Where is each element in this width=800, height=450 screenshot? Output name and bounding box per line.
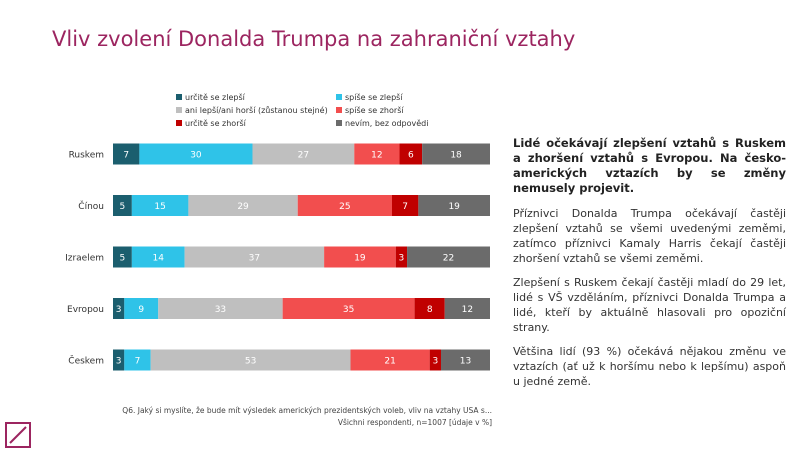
text-panel: Lidé očekávají zlepšení vztahů s Ruskem … [513,136,786,398]
bar-segment [252,143,355,165]
bar-segment [113,349,125,371]
bar-segment [113,143,140,165]
bar-segment [188,195,298,216]
data-label: 7 [123,151,129,161]
legend-label: ani lepší/ani horší (zůstanou stejné) [185,105,328,115]
y-tick-label: Ruskem [69,151,104,161]
bar-segment [124,298,159,319]
legend-label: spíše se zlepší [345,92,403,102]
bar-segment [131,195,189,216]
data-label: 19 [354,254,366,264]
bar-segment [150,349,351,371]
data-label: 37 [249,254,260,264]
bar-segment [131,246,185,268]
data-label: 25 [339,202,350,212]
bar-segment [354,143,400,165]
data-label: 21 [384,357,395,367]
bar-segment [418,195,490,216]
data-label: 3 [116,305,122,315]
bar-segment [399,143,423,165]
footnote: Všichni respondenti, n=1007 [údaje v %] [338,418,492,427]
bar-segment [324,246,396,268]
bar-segment [158,298,283,319]
data-label: 29 [237,202,249,212]
logo [5,422,31,448]
bar-segment [429,349,441,371]
data-label: 3 [399,254,405,264]
legend-label: spíše se zhorší [345,105,404,115]
data-label: 15 [154,202,165,212]
bar-segment [113,195,132,216]
panel-paragraph: Většina lidí (93 %) očekává nějakou změn… [513,345,786,388]
bar-segment [113,246,132,268]
y-tick-label: Evropou [67,305,104,315]
bar-segment [297,195,392,216]
bar-segment [124,349,151,371]
y-tick-label: Čínou [78,200,104,212]
bar-segment [282,298,415,319]
data-label: 30 [190,151,202,161]
bar-segment [407,246,490,268]
legend-label: určitě se zlepší [185,92,246,102]
data-label: 35 [343,305,354,315]
footnote: Q6. Jaký si myslíte, že bude mít výslede… [122,406,492,415]
chart-title: Vliv zvolení Donalda Trumpa na zahraničn… [52,27,575,51]
panel-heading: Lidé očekávají zlepšení vztahů s Ruskem … [513,136,786,195]
legend-swatch [176,107,182,113]
data-label: 9 [138,305,144,315]
data-label: 22 [443,254,454,264]
bar-segment [422,143,490,165]
legend-label: nevím, bez odpovědi [345,119,428,128]
bar-segment [350,349,430,371]
bar-segment [391,195,419,216]
data-label: 33 [215,305,226,315]
data-label: 27 [298,151,309,161]
data-label: 14 [153,254,165,264]
data-label: 7 [135,357,141,367]
y-tick-label: Izraelem [65,254,104,264]
data-label: 12 [371,151,382,161]
data-label: 8 [427,305,433,315]
legend-swatch [336,107,342,113]
legend-swatch [336,94,342,100]
bar-segment [440,349,490,371]
panel-paragraph: Příznivci Donalda Trumpa očekávají častě… [513,207,786,265]
bar-segment [414,298,445,319]
legend-swatch [176,120,182,126]
data-label: 7 [402,202,408,212]
y-tick-label: Českem [68,355,104,367]
data-label: 18 [450,151,462,161]
data-label: 6 [408,151,414,161]
bar-segment [395,246,408,268]
data-label: 13 [460,357,471,367]
data-label: 5 [120,202,126,212]
bar-segment [444,298,490,319]
data-label: 53 [245,357,256,367]
data-label: 12 [462,305,473,315]
data-label: 3 [116,357,122,367]
panel-paragraph: Zlepšení s Ruskem čekají častěji mladí d… [513,276,786,334]
bar-segment [184,246,325,268]
data-label: 19 [448,202,460,212]
bar-segment [139,143,253,165]
data-label: 5 [120,254,126,264]
bar-segment [113,298,125,319]
legend-label: určitě se zhorší [185,118,247,128]
legend-swatch [176,94,182,100]
data-label: 3 [432,357,438,367]
legend-swatch [336,120,342,126]
